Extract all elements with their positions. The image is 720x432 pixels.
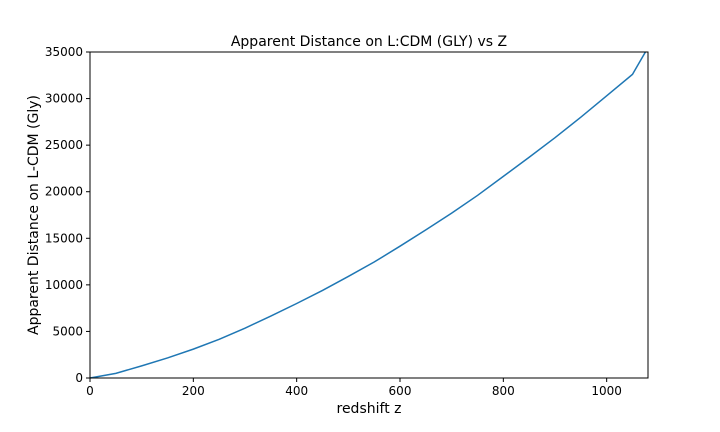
y-tick-label: 35000 [45, 45, 83, 59]
plot-frame [89, 51, 649, 379]
x-axis-ticks: 0 200 400 600 800 1000 [86, 378, 622, 398]
x-axis-label: redshift z [337, 401, 402, 417]
y-tick-label: 20000 [45, 185, 83, 199]
x-tick-label: 200 [182, 384, 205, 398]
y-tick-label: 15000 [45, 231, 83, 245]
y-tick-label: 30000 [45, 92, 83, 106]
series-line [89, 51, 647, 379]
y-tick-label: 5000 [52, 324, 83, 338]
x-tick-label: 400 [285, 384, 308, 398]
y-axis-label: Apparent Distance on L-CDM (Gly) [26, 95, 42, 335]
y-tick-label: 10000 [45, 278, 83, 292]
x-tick-label: 600 [389, 384, 412, 398]
y-axis-ticks: 0 5000 10000 15000 20000 25000 30000 35000 [45, 45, 90, 385]
x-tick-label: 1000 [591, 384, 622, 398]
y-tick-label: 25000 [45, 138, 83, 152]
x-tick-label: 800 [492, 384, 515, 398]
x-tick-label: 0 [86, 384, 94, 398]
chart-title: Apparent Distance on L:CDM (GLY) vs Z [231, 34, 507, 50]
y-tick-label: 0 [75, 371, 83, 385]
